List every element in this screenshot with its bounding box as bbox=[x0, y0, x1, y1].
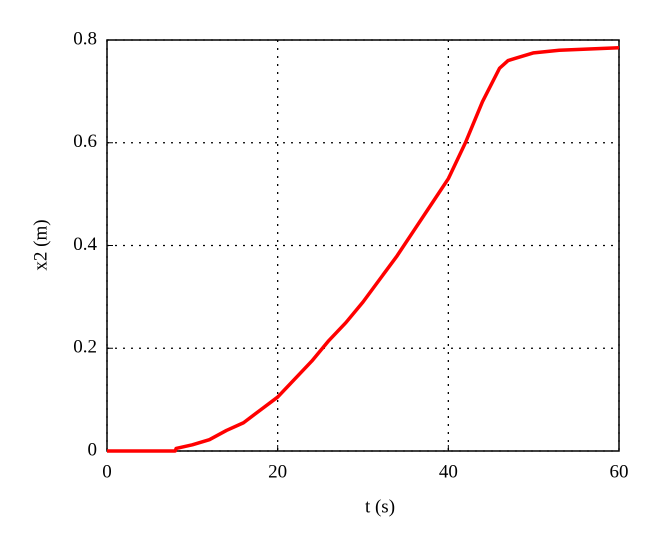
plot-frame bbox=[106, 39, 620, 452]
x-axis-label: t (s) bbox=[365, 496, 395, 517]
data-line bbox=[107, 45, 620, 453]
y-tick-label: 0.4 bbox=[73, 234, 97, 255]
y-tick-label: 0.8 bbox=[73, 28, 97, 49]
y-tick-label: 0.6 bbox=[73, 131, 97, 152]
x-tick-label: 60 bbox=[610, 461, 629, 482]
x-tick-label: 0 bbox=[102, 461, 112, 482]
x-tick-label: 20 bbox=[268, 461, 287, 482]
y-tick-label: 0 bbox=[88, 439, 98, 460]
y-tick-label: 0.2 bbox=[73, 337, 97, 358]
y-axis-label: x2 (m) bbox=[30, 219, 51, 270]
x-tick-label: 40 bbox=[439, 461, 458, 482]
